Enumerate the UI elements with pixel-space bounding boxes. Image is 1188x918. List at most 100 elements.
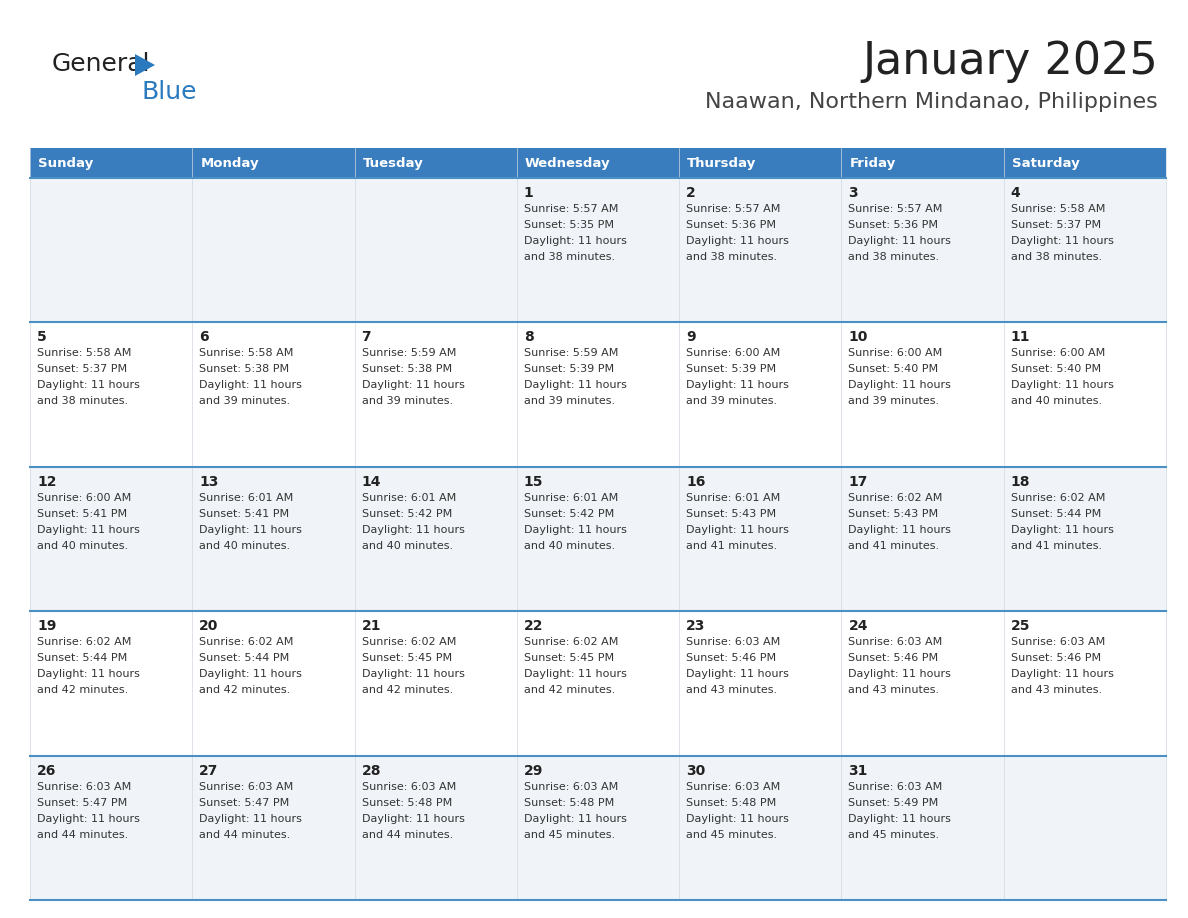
Text: 16: 16 xyxy=(687,475,706,488)
Bar xyxy=(517,148,680,178)
Text: Daylight: 11 hours: Daylight: 11 hours xyxy=(37,380,140,390)
Text: Tuesday: Tuesday xyxy=(362,156,423,170)
Text: 2: 2 xyxy=(687,186,696,200)
Text: and 44 minutes.: and 44 minutes. xyxy=(37,830,128,840)
Text: and 40 minutes.: and 40 minutes. xyxy=(1011,397,1101,407)
Text: 21: 21 xyxy=(361,620,381,633)
Text: Sunset: 5:35 PM: Sunset: 5:35 PM xyxy=(524,220,614,230)
Text: 12: 12 xyxy=(37,475,57,488)
Text: 6: 6 xyxy=(200,330,209,344)
Text: Sunrise: 5:58 AM: Sunrise: 5:58 AM xyxy=(1011,204,1105,214)
Text: 27: 27 xyxy=(200,764,219,778)
Text: Daylight: 11 hours: Daylight: 11 hours xyxy=(848,236,952,246)
Text: Daylight: 11 hours: Daylight: 11 hours xyxy=(361,813,465,823)
Text: 14: 14 xyxy=(361,475,381,488)
Text: Sunset: 5:36 PM: Sunset: 5:36 PM xyxy=(687,220,776,230)
Polygon shape xyxy=(135,54,154,76)
Text: Sunset: 5:43 PM: Sunset: 5:43 PM xyxy=(687,509,776,519)
Text: Daylight: 11 hours: Daylight: 11 hours xyxy=(848,669,952,679)
Text: and 45 minutes.: and 45 minutes. xyxy=(848,830,940,840)
Text: Daylight: 11 hours: Daylight: 11 hours xyxy=(200,669,302,679)
Text: Sunrise: 6:00 AM: Sunrise: 6:00 AM xyxy=(848,349,943,358)
Text: 18: 18 xyxy=(1011,475,1030,488)
Text: Daylight: 11 hours: Daylight: 11 hours xyxy=(524,525,627,535)
Text: Sunrise: 6:02 AM: Sunrise: 6:02 AM xyxy=(200,637,293,647)
Bar xyxy=(680,148,841,178)
Text: Daylight: 11 hours: Daylight: 11 hours xyxy=(361,669,465,679)
Bar xyxy=(841,148,1004,178)
Text: Daylight: 11 hours: Daylight: 11 hours xyxy=(687,236,789,246)
Text: Daylight: 11 hours: Daylight: 11 hours xyxy=(1011,236,1113,246)
Text: Sunrise: 6:03 AM: Sunrise: 6:03 AM xyxy=(524,781,618,791)
Text: Daylight: 11 hours: Daylight: 11 hours xyxy=(687,669,789,679)
Text: Daylight: 11 hours: Daylight: 11 hours xyxy=(1011,380,1113,390)
Text: Sunset: 5:37 PM: Sunset: 5:37 PM xyxy=(1011,220,1101,230)
Text: Sunset: 5:40 PM: Sunset: 5:40 PM xyxy=(848,364,939,375)
Text: Sunrise: 5:58 AM: Sunrise: 5:58 AM xyxy=(37,349,132,358)
Text: and 42 minutes.: and 42 minutes. xyxy=(37,685,128,695)
Text: and 43 minutes.: and 43 minutes. xyxy=(1011,685,1101,695)
Text: Sunrise: 6:03 AM: Sunrise: 6:03 AM xyxy=(37,781,131,791)
Text: and 43 minutes.: and 43 minutes. xyxy=(848,685,940,695)
Bar xyxy=(354,148,517,178)
Text: Daylight: 11 hours: Daylight: 11 hours xyxy=(361,525,465,535)
Text: Sunset: 5:43 PM: Sunset: 5:43 PM xyxy=(848,509,939,519)
Text: Daylight: 11 hours: Daylight: 11 hours xyxy=(687,525,789,535)
Text: Sunday: Sunday xyxy=(38,156,93,170)
Text: Daylight: 11 hours: Daylight: 11 hours xyxy=(848,525,952,535)
Text: Daylight: 11 hours: Daylight: 11 hours xyxy=(524,236,627,246)
Bar xyxy=(30,178,1165,322)
Text: Sunset: 5:44 PM: Sunset: 5:44 PM xyxy=(1011,509,1101,519)
Text: Sunset: 5:46 PM: Sunset: 5:46 PM xyxy=(687,654,776,663)
Text: 10: 10 xyxy=(848,330,867,344)
Text: Sunrise: 6:01 AM: Sunrise: 6:01 AM xyxy=(687,493,781,503)
Text: and 38 minutes.: and 38 minutes. xyxy=(687,252,777,262)
Text: Sunrise: 6:01 AM: Sunrise: 6:01 AM xyxy=(524,493,618,503)
Text: Daylight: 11 hours: Daylight: 11 hours xyxy=(37,525,140,535)
Text: 26: 26 xyxy=(37,764,56,778)
Text: and 38 minutes.: and 38 minutes. xyxy=(848,252,940,262)
Text: Sunset: 5:40 PM: Sunset: 5:40 PM xyxy=(1011,364,1101,375)
Text: and 42 minutes.: and 42 minutes. xyxy=(200,685,291,695)
Text: Sunset: 5:39 PM: Sunset: 5:39 PM xyxy=(687,364,776,375)
Text: Sunrise: 5:59 AM: Sunrise: 5:59 AM xyxy=(524,349,618,358)
Text: Sunrise: 6:02 AM: Sunrise: 6:02 AM xyxy=(361,637,456,647)
Text: Sunset: 5:36 PM: Sunset: 5:36 PM xyxy=(848,220,939,230)
Text: 19: 19 xyxy=(37,620,56,633)
Text: Daylight: 11 hours: Daylight: 11 hours xyxy=(524,380,627,390)
Text: Sunrise: 5:57 AM: Sunrise: 5:57 AM xyxy=(687,204,781,214)
Text: and 42 minutes.: and 42 minutes. xyxy=(524,685,615,695)
Text: Daylight: 11 hours: Daylight: 11 hours xyxy=(524,813,627,823)
Text: Sunrise: 5:58 AM: Sunrise: 5:58 AM xyxy=(200,349,293,358)
Text: and 43 minutes.: and 43 minutes. xyxy=(687,685,777,695)
Text: Saturday: Saturday xyxy=(1012,156,1080,170)
Text: and 40 minutes.: and 40 minutes. xyxy=(200,541,290,551)
Text: Daylight: 11 hours: Daylight: 11 hours xyxy=(1011,669,1113,679)
Text: Sunrise: 6:02 AM: Sunrise: 6:02 AM xyxy=(848,493,943,503)
Text: Sunrise: 5:57 AM: Sunrise: 5:57 AM xyxy=(524,204,618,214)
Text: Sunrise: 6:03 AM: Sunrise: 6:03 AM xyxy=(1011,637,1105,647)
Text: and 39 minutes.: and 39 minutes. xyxy=(200,397,290,407)
Text: 20: 20 xyxy=(200,620,219,633)
Text: Sunset: 5:41 PM: Sunset: 5:41 PM xyxy=(200,509,290,519)
Text: Sunset: 5:42 PM: Sunset: 5:42 PM xyxy=(361,509,451,519)
Text: Sunset: 5:47 PM: Sunset: 5:47 PM xyxy=(200,798,290,808)
Bar xyxy=(30,611,1165,756)
Text: and 45 minutes.: and 45 minutes. xyxy=(687,830,777,840)
Text: Daylight: 11 hours: Daylight: 11 hours xyxy=(524,669,627,679)
Text: Daylight: 11 hours: Daylight: 11 hours xyxy=(200,525,302,535)
Text: 24: 24 xyxy=(848,620,868,633)
Text: Sunrise: 6:03 AM: Sunrise: 6:03 AM xyxy=(848,637,943,647)
Text: and 39 minutes.: and 39 minutes. xyxy=(524,397,615,407)
Bar xyxy=(30,322,1165,466)
Text: January 2025: January 2025 xyxy=(862,40,1158,83)
Text: Sunset: 5:45 PM: Sunset: 5:45 PM xyxy=(524,654,614,663)
Text: Daylight: 11 hours: Daylight: 11 hours xyxy=(687,813,789,823)
Text: and 44 minutes.: and 44 minutes. xyxy=(200,830,291,840)
Text: and 44 minutes.: and 44 minutes. xyxy=(361,830,453,840)
Text: Sunset: 5:48 PM: Sunset: 5:48 PM xyxy=(361,798,451,808)
Text: Daylight: 11 hours: Daylight: 11 hours xyxy=(687,380,789,390)
Text: 23: 23 xyxy=(687,620,706,633)
Text: and 39 minutes.: and 39 minutes. xyxy=(361,397,453,407)
Text: 15: 15 xyxy=(524,475,543,488)
